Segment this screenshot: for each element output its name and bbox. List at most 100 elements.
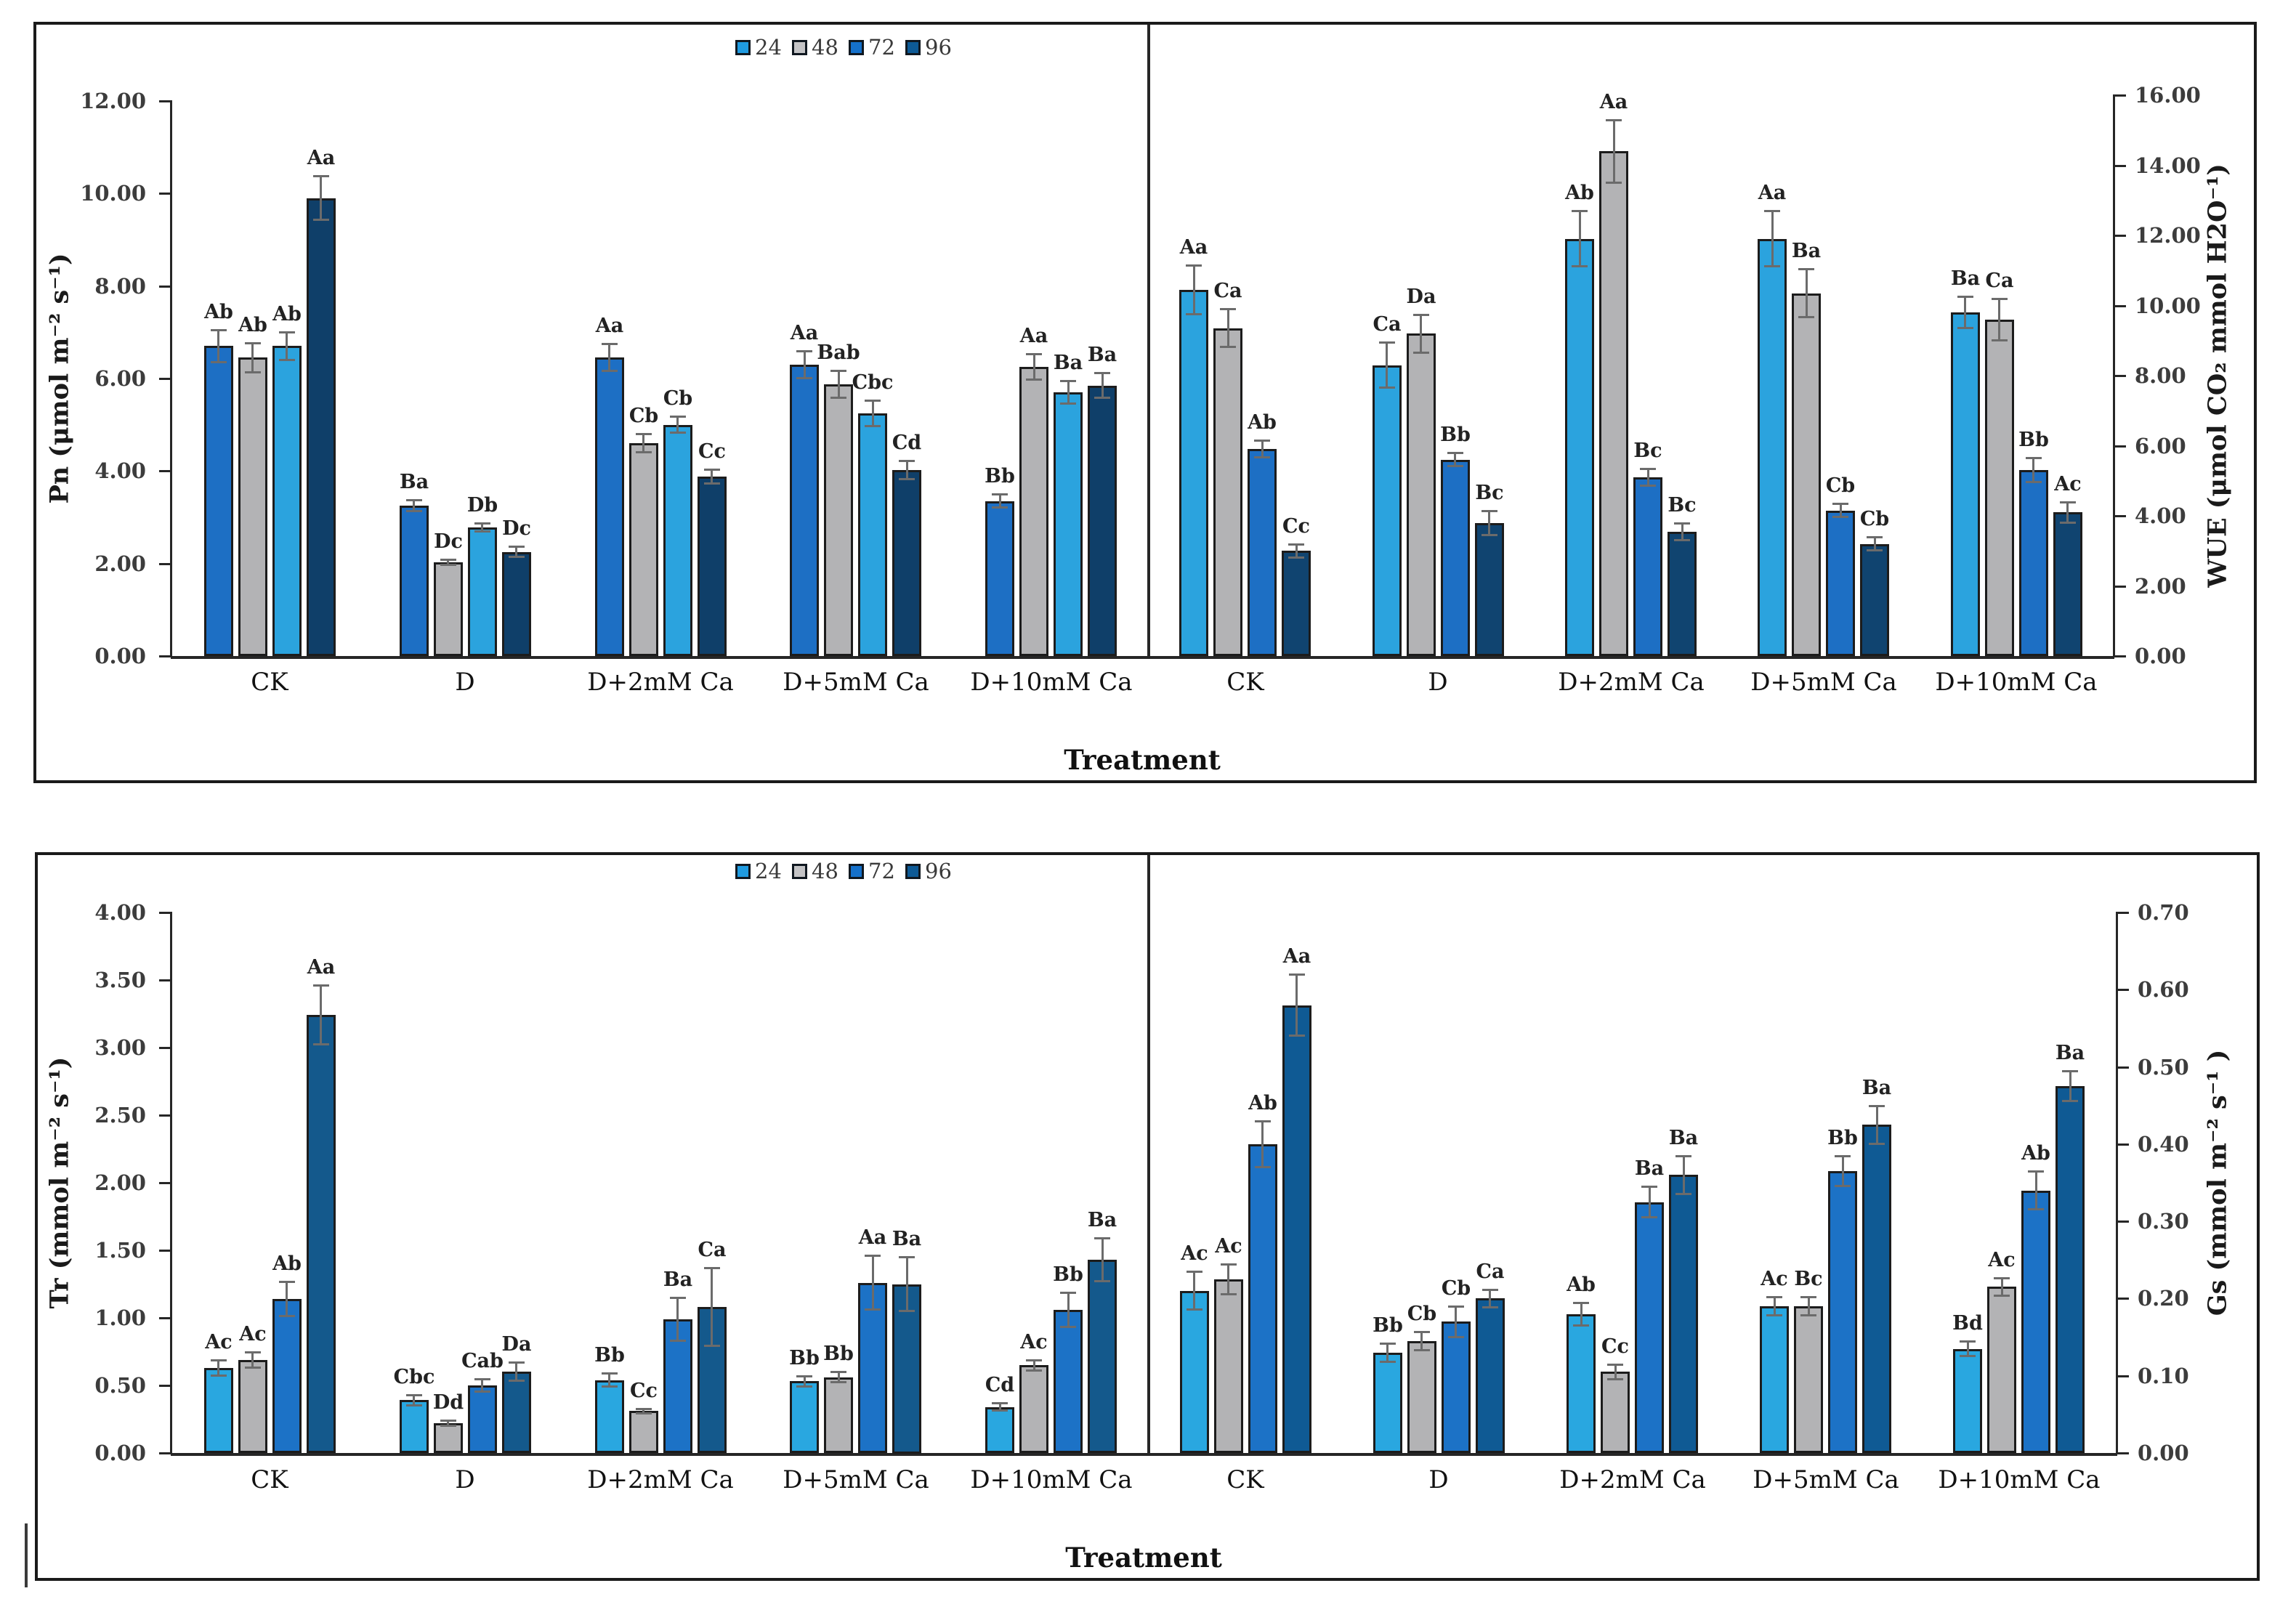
bar [1826,511,1855,656]
error-bar-cap [1960,1340,1976,1343]
bar [1248,1144,1277,1453]
y-tick-label: 0.50 [2138,1055,2189,1080]
bar [985,1407,1014,1453]
category-label: D+10mM Ca [970,1465,1133,1494]
bar [307,198,336,656]
bar [1794,1306,1823,1453]
category-label: D+10mM Ca [970,668,1133,697]
y-tick-label: 0.40 [2138,1132,2189,1157]
error-bar [1806,269,1808,318]
significance-letter: Ac [1761,1268,1788,1290]
significance-letter: Cab [461,1350,504,1372]
legend-swatch [735,40,751,55]
error-bar [1613,120,1615,183]
y-tick-label: 14.00 [2135,153,2201,178]
error-bar-cap [279,331,295,333]
error-bar-cap [899,478,915,480]
error-bar-cap [670,1297,686,1299]
bar [1476,1298,1505,1453]
error-bar-cap [1867,549,1883,551]
error-bar [1998,299,2000,341]
error-bar [608,1373,610,1387]
significance-letter: Ba [1791,240,1822,262]
error-bar [1489,1290,1491,1308]
y-tick-label: 3.00 [94,1035,146,1060]
significance-letter: Ab [238,314,267,336]
error-bar-cap [406,1394,422,1396]
bar [892,1284,921,1454]
significance-letter: Cc [630,1380,658,1402]
significance-letter: Bab [817,341,860,364]
bar [204,346,233,656]
significance-letter: Bb [985,465,1015,487]
error-bar-cap [602,1385,618,1388]
error-bar [1295,544,1298,558]
category-label: D+5mM Ca [783,668,929,697]
bar [1565,239,1594,656]
error-bar-cap [636,1408,652,1410]
significance-letter: Cd [892,432,922,454]
error-bar-cap [636,433,652,435]
error-bar-cap [1994,1277,2010,1279]
category-label: D+10mM Ca [1938,1465,2101,1494]
bar [1953,1349,1982,1453]
error-bar-cap [704,469,720,471]
bar [892,470,921,656]
axis-baseline [1147,1453,2117,1456]
error-bar [676,416,679,433]
error-bar [481,1379,483,1393]
y-tick-label: 0.00 [2135,644,2186,668]
y-tick [2116,1221,2129,1223]
error-bar [999,494,1001,508]
error-bar-cap [1026,1369,1042,1372]
y-tick [2116,1143,2129,1146]
y-tick-label: 12.00 [80,89,146,113]
error-bar [1614,1364,1617,1380]
error-bar-cap [992,493,1008,495]
bar [1054,392,1083,656]
bar [400,506,429,656]
error-bar-cap [1482,1289,1498,1291]
error-bar-cap [1869,1143,1885,1145]
category-label: CK [251,1465,288,1494]
bar [1828,1171,1857,1453]
y-axis-title: Gs (mmol m⁻² s⁻¹ ) [2202,1049,2233,1316]
error-bar-cap [899,1310,915,1312]
error-bar [1842,1156,1844,1187]
error-bar [1261,1121,1264,1167]
error-bar [1840,503,1842,517]
error-bar-cap [1254,440,1270,442]
error-bar-cap [1060,1292,1076,1294]
error-bar-cap [899,1256,915,1258]
significance-letter: Cbc [852,371,894,394]
bar [1985,320,2014,656]
category-label: D+10mM Ca [1935,668,2098,697]
significance-letter: Ab [1248,1092,1277,1114]
error-bar-cap [1447,452,1463,454]
y-tick-label: 0.50 [94,1373,146,1398]
y-tick-label: 0.70 [2138,900,2189,925]
significance-letter: Ba [1087,1209,1117,1231]
y-tick-label: 2.00 [94,551,146,576]
y-tick-label: 3.50 [94,968,146,992]
bar [790,365,819,656]
error-bar-cap [796,350,812,352]
error-bar-cap [1798,316,1814,318]
bar [1248,449,1277,656]
error-bar-cap [509,1361,525,1364]
error-bar [1964,296,1966,328]
error-bar-cap [1060,1326,1076,1328]
bar [1214,1279,1243,1453]
bar [2021,1191,2050,1453]
y-tick-label: 0.00 [2138,1441,2189,1465]
error-bar [1101,373,1104,399]
error-bar-cap [474,530,490,533]
y-tick-label: 0.00 [94,1441,146,1465]
error-bar-cap [1255,1120,1271,1122]
error-bar-cap [1835,1185,1851,1187]
error-bar [804,351,806,379]
y-tick-label: 8.00 [2135,363,2186,388]
significance-letter: Ca [1213,280,1242,302]
error-bar-cap [1764,210,1780,212]
error-bar-cap [2062,1100,2078,1102]
